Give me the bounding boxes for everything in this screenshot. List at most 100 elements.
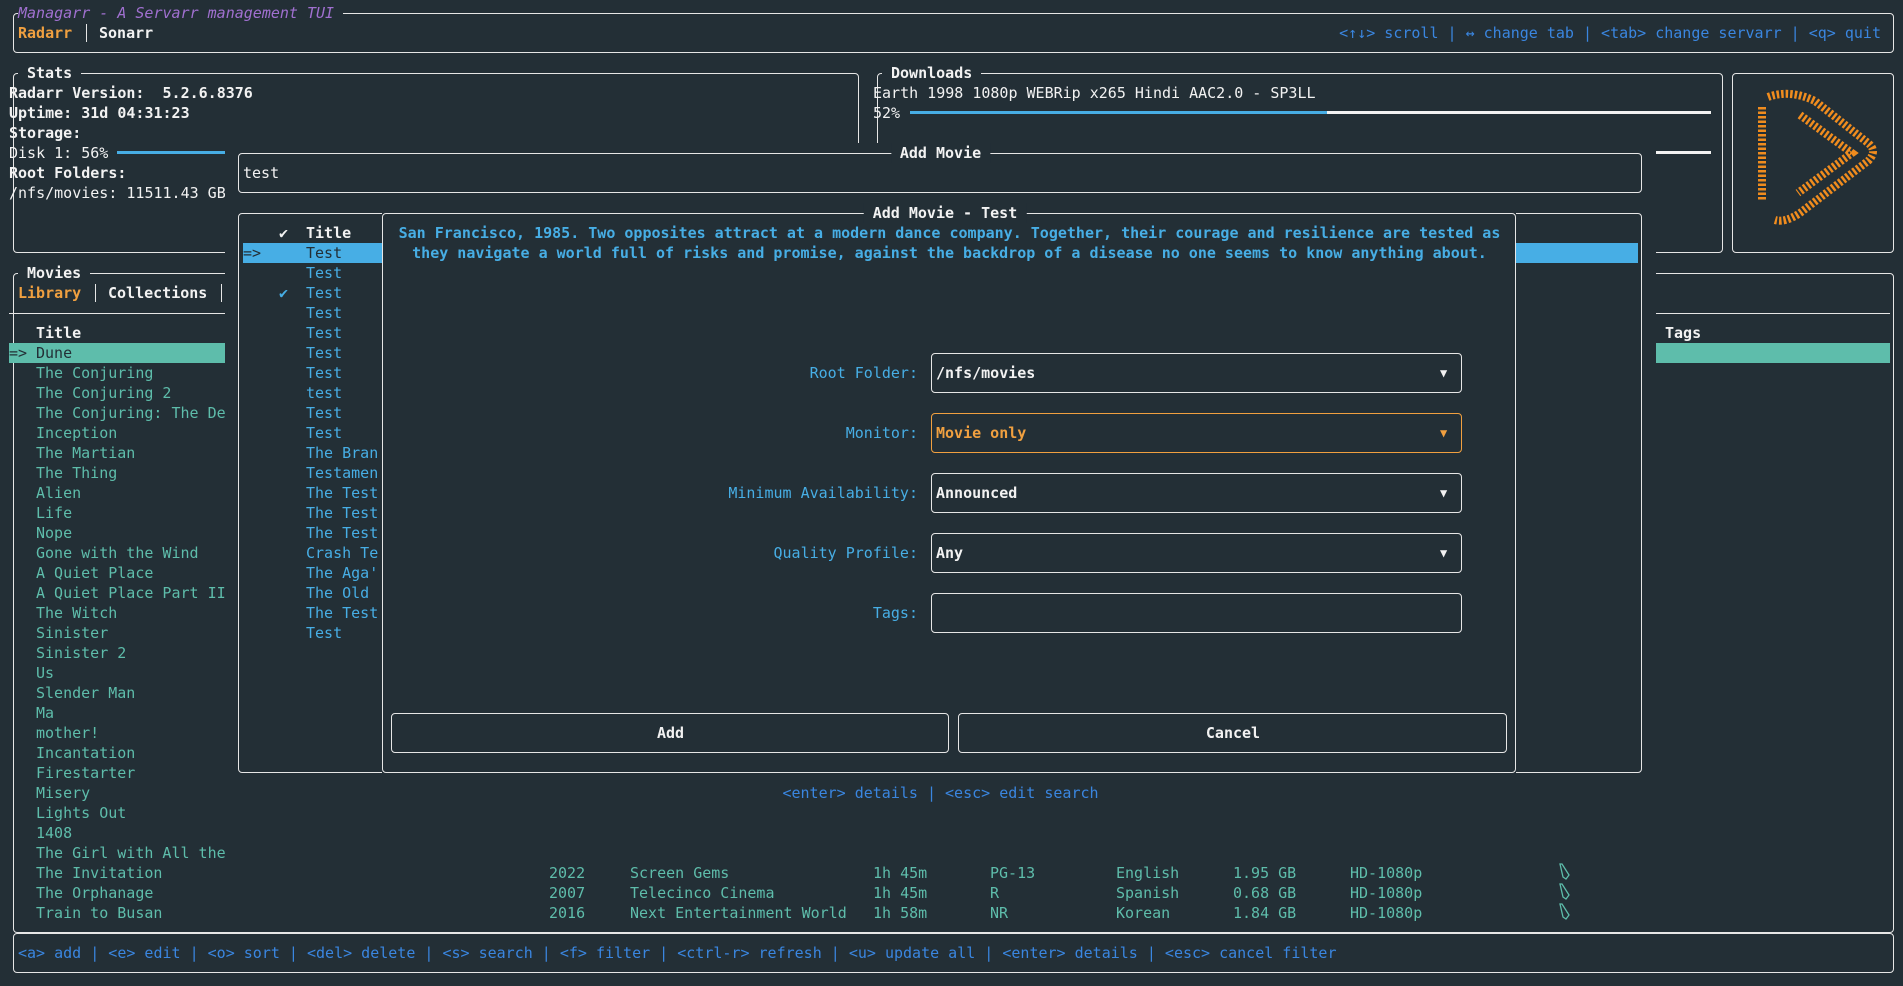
- search-result-title[interactable]: The Test: [306, 504, 379, 522]
- movie-row-title[interactable]: A Quiet Place: [36, 564, 154, 582]
- search-result-title[interactable]: Test: [306, 244, 343, 262]
- column-header-tags: Tags: [1665, 324, 1702, 342]
- monitor-value: Movie only: [936, 424, 1027, 442]
- add-button[interactable]: [391, 713, 949, 753]
- chevron-down-icon: ▼: [1440, 426, 1448, 440]
- search-result-title[interactable]: Test: [306, 424, 343, 442]
- movie-size: 1.95 GB: [1233, 864, 1297, 882]
- download-percent: 52%: [873, 104, 901, 122]
- movie-row-title[interactable]: A Quiet Place Part II: [36, 584, 226, 602]
- movie-studio: Telecinco Cinema: [630, 884, 775, 902]
- movie-row-title[interactable]: Gone with the Wind: [36, 544, 199, 562]
- search-result-title[interactable]: Test: [306, 364, 343, 382]
- results-header-check: ✔: [279, 224, 289, 242]
- movie-row-title[interactable]: Slender Man: [36, 684, 136, 702]
- movie-row-title[interactable]: Alien: [36, 484, 82, 502]
- movie-row-title[interactable]: Lights Out: [36, 804, 127, 822]
- search-result-title[interactable]: Crash Te: [306, 544, 379, 562]
- tab-radarr[interactable]: Radarr: [18, 24, 73, 42]
- movie-row-title[interactable]: The Orphanage: [36, 884, 154, 902]
- movie-row-title[interactable]: Incantation: [36, 744, 136, 762]
- search-result-title[interactable]: Test: [306, 624, 343, 642]
- chevron-down-icon: ▼: [1440, 486, 1448, 500]
- monitor-dropdown[interactable]: [931, 413, 1462, 453]
- search-result-title[interactable]: Test: [306, 324, 343, 342]
- movie-language: English: [1116, 864, 1180, 882]
- monitored-icon: [1557, 863, 1571, 883]
- movie-overview: San Francisco, 1985. Two opposites attra…: [398, 224, 1501, 262]
- movie-row-title[interactable]: Dune: [36, 344, 73, 362]
- downloads-title: Downloads: [882, 63, 982, 83]
- movie-row-title[interactable]: The Conjuring 2: [36, 384, 172, 402]
- selected-marker: =>: [9, 344, 28, 362]
- movie-row-title[interactable]: Sinister: [36, 624, 109, 642]
- movie-row-title[interactable]: mother!: [36, 724, 100, 742]
- movie-row-title[interactable]: The Invitation: [36, 864, 163, 882]
- search-result-title[interactable]: The Test: [306, 484, 379, 502]
- movie-row-title[interactable]: Misery: [36, 784, 91, 802]
- search-result-title[interactable]: Test: [306, 304, 343, 322]
- search-result-title[interactable]: The Aga': [306, 564, 379, 582]
- tab-divider: [221, 284, 222, 302]
- movie-row-title[interactable]: 1408: [36, 824, 73, 842]
- search-result-title[interactable]: Test: [306, 344, 343, 362]
- movie-quality: HD-1080p: [1350, 904, 1423, 922]
- minimum-availability-dropdown[interactable]: [931, 473, 1462, 513]
- radarr-logo-icon: [1758, 89, 1877, 225]
- quality-profile-dropdown[interactable]: [931, 533, 1462, 573]
- movie-year: 2016: [549, 904, 586, 922]
- movie-row-title[interactable]: The Martian: [36, 444, 136, 462]
- search-result-title[interactable]: Test: [306, 264, 343, 282]
- movie-size: 1.84 GB: [1233, 904, 1297, 922]
- footer-help-panel: [13, 933, 1894, 973]
- movie-row-title[interactable]: The Girl with All the: [36, 844, 226, 862]
- download-name: Earth 1998 1080p WEBRip x265 Hindi AAC2.…: [873, 84, 1316, 102]
- search-result-title[interactable]: test: [306, 384, 343, 402]
- movie-quality: HD-1080p: [1350, 864, 1423, 882]
- movie-row-title[interactable]: The Witch: [36, 604, 118, 622]
- cancel-button[interactable]: [958, 713, 1507, 753]
- movie-rating: NR: [990, 904, 1009, 922]
- results-help-text: <enter> details | <esc> edit search: [782, 784, 1099, 802]
- in-library-check-icon: ✔: [279, 284, 289, 302]
- movie-row-title[interactable]: Life: [36, 504, 73, 522]
- tab-library[interactable]: Library: [18, 284, 82, 302]
- movie-language: Spanish: [1116, 884, 1180, 902]
- tab-sonarr[interactable]: Sonarr: [99, 24, 154, 42]
- results-header-title: Title: [306, 224, 352, 242]
- cancel-button-label: Cancel: [1205, 724, 1261, 742]
- quality-profile-value: Any: [936, 544, 964, 562]
- root-folder-dropdown[interactable]: [931, 353, 1462, 393]
- chevron-down-icon: ▼: [1440, 546, 1448, 560]
- search-result-title[interactable]: The Old: [306, 584, 370, 602]
- download-progress-bar: [910, 111, 1711, 114]
- search-result-title[interactable]: The Test: [306, 604, 379, 622]
- movie-row-title[interactable]: Us: [36, 664, 55, 682]
- modal-title: Add Movie - Test: [863, 203, 1027, 223]
- movie-year: 2007: [549, 884, 586, 902]
- movie-row-title[interactable]: The Thing: [36, 464, 118, 482]
- movie-row-title[interactable]: Firestarter: [36, 764, 136, 782]
- search-result-title[interactable]: The Bran: [306, 444, 379, 462]
- movie-row-title[interactable]: Sinister 2: [36, 644, 127, 662]
- tab-collections[interactable]: Collections: [108, 284, 208, 302]
- movie-row-title[interactable]: Inception: [36, 424, 118, 442]
- search-result-title[interactable]: Test: [306, 404, 343, 422]
- selected-marker: =>: [243, 244, 262, 262]
- movie-row-title[interactable]: Train to Busan: [36, 904, 163, 922]
- root-folder-value: /nfs/movies: [936, 364, 1036, 382]
- radarr-version: Radarr Version: 5.2.6.8376: [9, 84, 253, 102]
- search-result-title[interactable]: Test: [306, 284, 343, 302]
- tags-input[interactable]: [931, 593, 1462, 633]
- movie-row-title[interactable]: The Conjuring: The De: [36, 404, 226, 422]
- search-input[interactable]: test: [243, 164, 280, 182]
- movie-quality: HD-1080p: [1350, 884, 1423, 902]
- search-result-title[interactable]: Testamen: [306, 464, 379, 482]
- movie-row-title[interactable]: Nope: [36, 524, 73, 542]
- movie-runtime: 1h 45m: [873, 884, 928, 902]
- movie-row-title[interactable]: The Conjuring: [36, 364, 154, 382]
- movie-language: Korean: [1116, 904, 1171, 922]
- movie-row-title[interactable]: Ma: [36, 704, 55, 722]
- movies-title: Movies: [18, 263, 91, 283]
- search-result-title[interactable]: The Test: [306, 524, 379, 542]
